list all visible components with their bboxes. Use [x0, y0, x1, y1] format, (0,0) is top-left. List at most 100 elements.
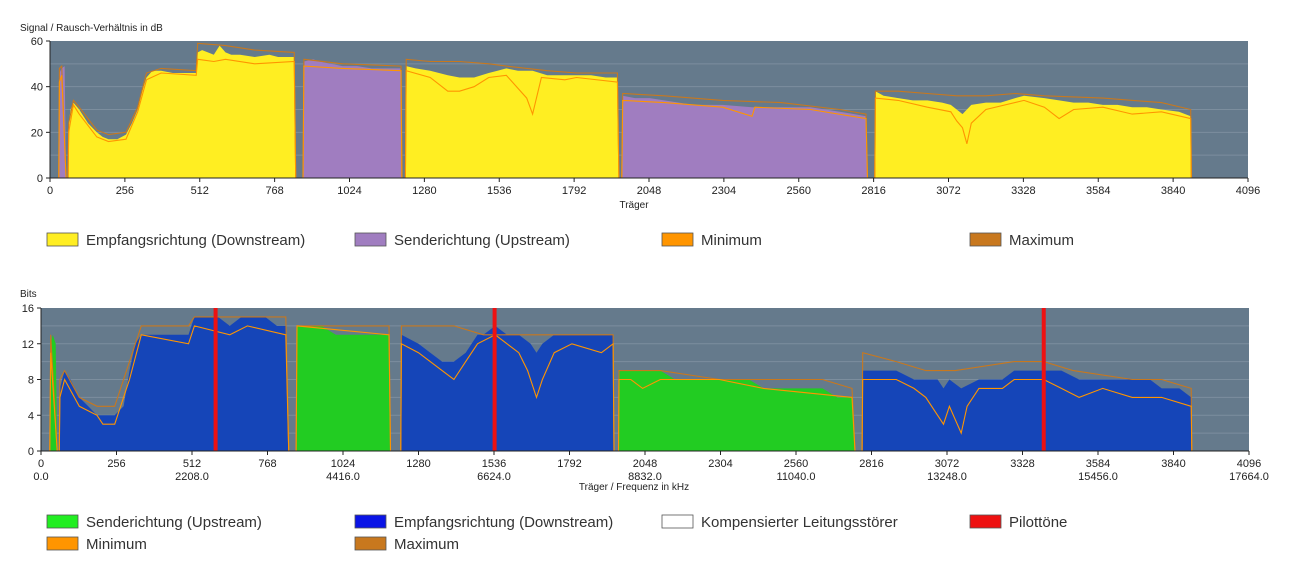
- y-tick-label: 0: [28, 446, 34, 458]
- freq-tick-label: 17664.0: [1229, 471, 1269, 483]
- x-tick-label: 4096: [1236, 185, 1260, 197]
- bits-axes: 0 4 8 12 16 0 256 512 768 1024 1280 1536 1792 2048 230…: [22, 303, 1269, 483]
- x-tick-label: 2304: [712, 185, 736, 197]
- x-tick-label: 256: [116, 185, 134, 197]
- x-tick-label: 3840: [1161, 458, 1185, 470]
- x-tick-label: 2048: [633, 458, 657, 470]
- legend-swatch: [969, 232, 1002, 247]
- x-tick-label: 3328: [1011, 185, 1035, 197]
- y-tick-label: 60: [31, 36, 43, 48]
- bits-ylabel: Bits: [20, 289, 37, 300]
- x-tick-label: 1024: [331, 458, 355, 470]
- upstream-area-4: [621, 95, 868, 178]
- maximum-line: [58, 42, 1192, 179]
- freq-tick-label: 0.0: [33, 471, 48, 483]
- bits-legend: Senderichtung (Upstream) Empfangsrichtung…: [46, 514, 1067, 553]
- legend-swatch: [354, 536, 387, 551]
- legend-item: Empfangsrichtung (Downstream): [46, 232, 305, 249]
- upstream-area-0: [58, 66, 67, 178]
- bits-chart: Bits 0 4 8 12 16 0 256 512 768 1024 1280 1536 1792 20…: [20, 289, 1269, 553]
- legend-label: Senderichtung (Upstream): [394, 232, 570, 249]
- legend-label: Minimum: [86, 536, 147, 553]
- snr-chart: Signal / Rausch-Verhältnis in dB 0 20 40 60…: [20, 23, 1260, 249]
- snr-lines: [58, 42, 1192, 179]
- legend-item: Kompensierter Leitungsstörer: [661, 514, 898, 531]
- x-tick-label: 512: [191, 185, 209, 197]
- freq-tick-label: 2208.0: [175, 471, 209, 483]
- downstream-area-1: [68, 45, 296, 178]
- legend-swatch: [969, 514, 1002, 529]
- legend-label: Maximum: [394, 536, 459, 553]
- y-tick-label: 4: [28, 410, 34, 422]
- legend-label: Empfangsrichtung (Downstream): [86, 232, 305, 249]
- x-tick-label: 1024: [337, 185, 361, 197]
- x-tick-label: 0: [38, 458, 44, 470]
- bits-xlabel: Träger / Frequenz in kHz: [579, 482, 689, 493]
- y-tick-label: 20: [31, 127, 43, 139]
- pilot-tone-1: [492, 308, 497, 451]
- bits-lines: [49, 316, 1193, 452]
- freq-tick-label: 13248.0: [927, 471, 967, 483]
- x-tick-label: 3072: [935, 458, 959, 470]
- legend-item: Senderichtung (Upstream): [354, 232, 570, 249]
- y-tick-label: 40: [31, 82, 43, 94]
- legend-swatch: [354, 232, 387, 247]
- legend-item: Maximum: [354, 536, 459, 553]
- downstream-area-3: [400, 325, 614, 451]
- x-tick-label: 3584: [1086, 458, 1110, 470]
- x-tick-label: 1536: [482, 458, 506, 470]
- minimum-line: [58, 58, 1192, 179]
- legend-item: Empfangsrichtung (Downstream): [354, 514, 613, 531]
- snr-xlabel: Träger: [619, 200, 649, 211]
- legend-swatch: [354, 514, 387, 529]
- legend-label: Maximum: [1009, 232, 1074, 249]
- legend-item: Senderichtung (Upstream): [46, 514, 262, 531]
- x-tick-label: 3072: [936, 185, 960, 197]
- legend-swatch: [46, 536, 79, 551]
- x-tick-label: 2560: [784, 458, 808, 470]
- legend-label: Minimum: [701, 232, 762, 249]
- x-tick-label: 0: [47, 185, 53, 197]
- downstream-area-5: [862, 370, 1192, 451]
- x-tick-label: 1536: [487, 185, 511, 197]
- x-tick-label: 2304: [708, 458, 732, 470]
- legend-label: Pilottöne: [1009, 514, 1067, 531]
- y-tick-label: 16: [22, 303, 34, 315]
- x-tick-label: 2816: [859, 458, 883, 470]
- x-tick-label: 1280: [406, 458, 430, 470]
- pilot-tone-0: [213, 308, 218, 451]
- legend-item: Pilottöne: [969, 514, 1067, 531]
- downstream-area-3: [405, 66, 619, 178]
- x-tick-label: 768: [265, 185, 283, 197]
- y-tick-label: 12: [22, 339, 34, 351]
- x-tick-label: 2048: [637, 185, 661, 197]
- minimum-line: [49, 325, 1193, 452]
- legend-swatch: [661, 232, 694, 247]
- legend-swatch: [46, 232, 79, 247]
- bits-pilot-tones: [213, 308, 1046, 451]
- x-tick-label: 2816: [861, 185, 885, 197]
- x-tick-label: 1792: [562, 185, 586, 197]
- legend-item: Minimum: [46, 536, 147, 553]
- legend-item: Minimum: [661, 232, 762, 249]
- snr-ylabel: Signal / Rausch-Verhältnis in dB: [20, 23, 163, 34]
- upstream-area-4: [618, 370, 855, 451]
- x-tick-label: 4096: [1237, 458, 1261, 470]
- x-tick-label: 2560: [787, 185, 811, 197]
- x-tick-label: 1280: [412, 185, 436, 197]
- freq-tick-label: 11040.0: [777, 471, 816, 483]
- legend-swatch: [46, 514, 79, 529]
- freq-tick-label: 15456.0: [1078, 471, 1118, 483]
- y-tick-label: 0: [37, 173, 43, 185]
- legend-swatch: [661, 514, 694, 529]
- legend-label: Empfangsrichtung (Downstream): [394, 514, 613, 531]
- snr-areas: [58, 45, 1192, 178]
- snr-legend: Empfangsrichtung (Downstream) Senderichtu…: [46, 232, 1074, 249]
- freq-tick-label: 8832.0: [628, 471, 662, 483]
- snr-axes: 0 20 40 60 0 256 512 768 1024 1280 1536 1792 2048 230…: [31, 36, 1260, 197]
- legend-label: Senderichtung (Upstream): [86, 514, 262, 531]
- freq-tick-label: 6624.0: [477, 471, 511, 483]
- x-tick-label: 256: [107, 458, 125, 470]
- downstream-area-5: [874, 91, 1192, 178]
- legend-item: Maximum: [969, 232, 1074, 249]
